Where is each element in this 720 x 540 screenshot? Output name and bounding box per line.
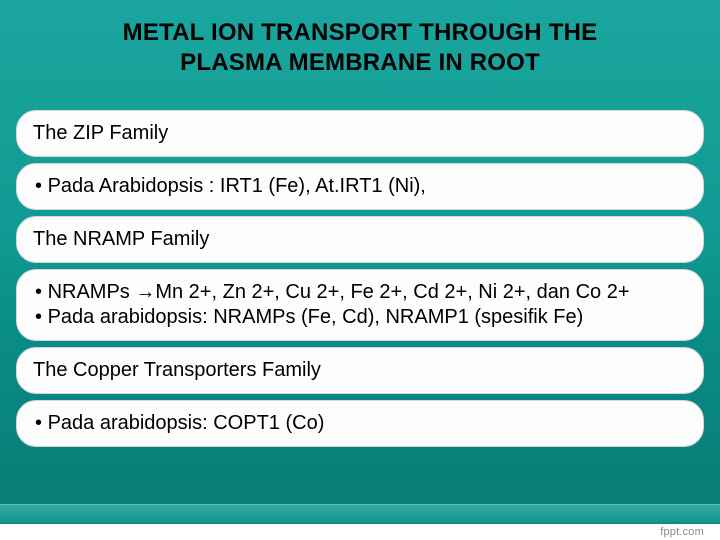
footer-band: fppt.com	[0, 504, 720, 540]
section-body-nramp: NRAMPs →Mn 2+, Zn 2+, Cu 2+, Fe 2+, Cd 2…	[16, 269, 704, 341]
footer-topline	[0, 504, 720, 522]
list-item: Pada Arabidopsis : IRT1 (Fe), At.IRT1 (N…	[35, 174, 687, 199]
section-header-zip: The ZIP Family	[16, 110, 704, 157]
bullet-list: Pada arabidopsis: COPT1 (Co)	[33, 411, 687, 436]
section-header-label: The Copper Transporters Family	[33, 359, 321, 381]
title-line-2: PLASMA MEMBRANE IN ROOT	[180, 49, 540, 76]
bullet-list: NRAMPs →Mn 2+, Zn 2+, Cu 2+, Fe 2+, Cd 2…	[33, 280, 687, 330]
section-header-nramp: The NRAMP Family	[16, 216, 704, 263]
title-line-1: METAL ION TRANSPORT THROUGH THE	[123, 19, 598, 46]
title-container: METAL ION TRANSPORT THROUGH THE PLASMA M…	[0, 0, 720, 92]
page-title: METAL ION TRANSPORT THROUGH THE PLASMA M…	[60, 18, 660, 78]
section-header-label: The NRAMP Family	[33, 228, 209, 250]
list-item: Pada arabidopsis: COPT1 (Co)	[35, 411, 687, 436]
section-body-copper: Pada arabidopsis: COPT1 (Co)	[16, 400, 704, 447]
section-header-copper: The Copper Transporters Family	[16, 347, 704, 394]
bullet-list: Pada Arabidopsis : IRT1 (Fe), At.IRT1 (N…	[33, 174, 687, 199]
section-body-zip: Pada Arabidopsis : IRT1 (Fe), At.IRT1 (N…	[16, 163, 704, 210]
list-item: Pada arabidopsis: NRAMPs (Fe, Cd), NRAMP…	[35, 305, 687, 330]
footer-white-strip	[0, 524, 720, 540]
content-area: The ZIP Family Pada Arabidopsis : IRT1 (…	[0, 92, 720, 447]
list-item: NRAMPs →Mn 2+, Zn 2+, Cu 2+, Fe 2+, Cd 2…	[35, 280, 687, 305]
watermark: fppt.com	[660, 526, 704, 538]
section-header-label: The ZIP Family	[33, 122, 168, 144]
